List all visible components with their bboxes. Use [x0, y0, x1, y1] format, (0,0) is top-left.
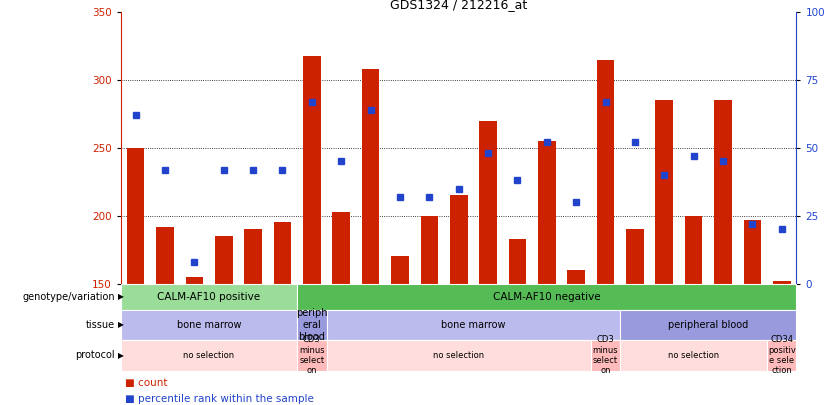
Text: bone marrow: bone marrow [441, 320, 505, 330]
Bar [620, 340, 767, 371]
Bar [297, 284, 796, 310]
Bar [333, 211, 350, 284]
Bar [274, 222, 291, 284]
Bar [327, 340, 590, 371]
Bar [244, 229, 262, 284]
Bar [327, 310, 620, 340]
Bar [597, 60, 615, 284]
Bar [297, 310, 327, 340]
Text: genotype/variation: genotype/variation [23, 292, 115, 302]
Text: ■ percentile rank within the sample: ■ percentile rank within the sample [125, 394, 314, 404]
Text: ■ count: ■ count [125, 377, 168, 388]
Bar [744, 220, 761, 284]
Bar [626, 229, 644, 284]
Bar [362, 69, 379, 284]
Bar [656, 100, 673, 284]
Bar [303, 55, 320, 284]
Text: CALM-AF10 negative: CALM-AF10 negative [493, 292, 600, 302]
Bar [121, 284, 297, 310]
Bar [620, 310, 796, 340]
Bar [185, 277, 203, 283]
Bar [391, 256, 409, 284]
Bar [297, 340, 327, 371]
Text: protocol: protocol [75, 350, 115, 360]
Text: no selection: no selection [433, 351, 485, 360]
Text: no selection: no selection [183, 351, 234, 360]
Text: ▶: ▶ [118, 292, 123, 301]
Title: GDS1324 / 212216_at: GDS1324 / 212216_at [390, 0, 527, 11]
Bar [121, 340, 297, 371]
Bar [420, 216, 438, 284]
Text: no selection: no selection [668, 351, 719, 360]
Bar [538, 141, 555, 284]
Text: CD3
minus
select
on: CD3 minus select on [593, 335, 618, 375]
Bar [767, 340, 796, 371]
Bar [773, 281, 791, 283]
Bar [714, 100, 732, 284]
Text: CD3
minus
select
on: CD3 minus select on [299, 335, 324, 375]
Text: CALM-AF10 positive: CALM-AF10 positive [158, 292, 260, 302]
Text: ▶: ▶ [118, 320, 123, 330]
Bar [450, 195, 468, 284]
Bar [156, 226, 173, 284]
Bar [127, 148, 144, 284]
Bar [480, 121, 497, 284]
Bar [567, 270, 585, 283]
Text: tissue: tissue [86, 320, 115, 330]
Text: CD34
positiv
e sele
ction: CD34 positiv e sele ction [768, 335, 796, 375]
Bar [509, 239, 526, 284]
Text: periph
eral
blood: periph eral blood [296, 309, 328, 341]
Bar [215, 236, 233, 284]
Text: bone marrow: bone marrow [177, 320, 241, 330]
Text: peripheral blood: peripheral blood [668, 320, 748, 330]
Bar [121, 310, 297, 340]
Bar [685, 216, 702, 284]
Text: ▶: ▶ [118, 351, 123, 360]
Bar [590, 340, 620, 371]
